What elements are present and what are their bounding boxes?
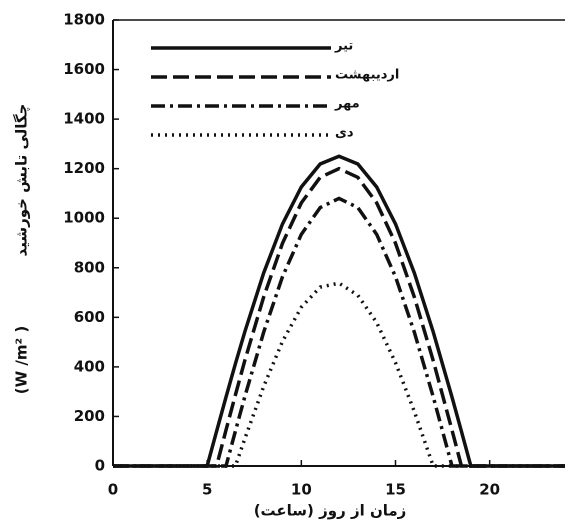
x-tick-label: 5 (202, 481, 212, 499)
x-axis-label: زمان از روز (ساعت) (254, 502, 407, 520)
y-tick-label: 400 (74, 357, 105, 375)
y-tick-label: 1600 (63, 60, 105, 78)
x-tick-label: 15 (385, 481, 406, 499)
y-tick-label: 800 (74, 258, 105, 276)
y-tick-label: 1000 (63, 209, 105, 227)
series-line (113, 281, 565, 468)
y-tick-label: 1400 (63, 110, 105, 128)
series-line (113, 154, 565, 468)
y-tick-label: 0 (95, 457, 105, 475)
y-tick-label: 1800 (63, 11, 105, 29)
series-line (113, 166, 565, 468)
x-tick-label: 10 (291, 481, 312, 499)
x-tick-label: 0 (108, 481, 118, 499)
y-tick-label: 600 (74, 308, 105, 326)
y-tick-label: 200 (74, 407, 105, 425)
legend-label: اردیبهشت (335, 68, 399, 83)
legend-label: مهر (334, 97, 360, 112)
y-tick-label: 1200 (63, 159, 105, 177)
y-axis-label: چگالی تابش خورشید (13, 104, 32, 257)
series-line (113, 196, 565, 468)
y-axis-unit: (W /m² ) (13, 326, 31, 394)
legend-label: دی (335, 126, 354, 141)
legend-label: تیر (334, 39, 353, 54)
x-tick-label: 20 (479, 481, 500, 499)
